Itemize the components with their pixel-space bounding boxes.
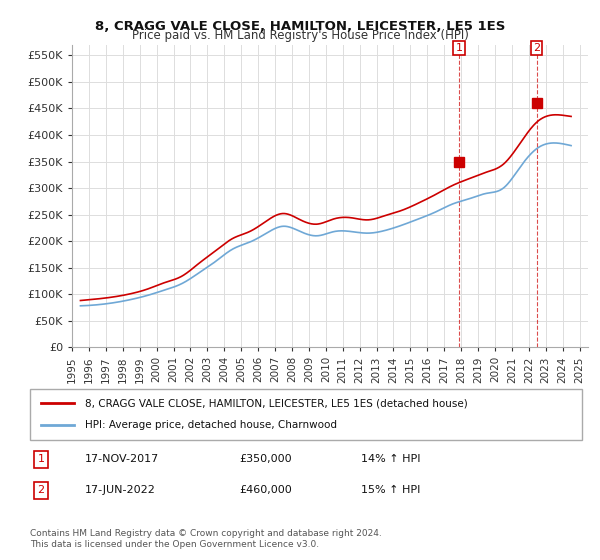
Text: 14% ↑ HPI: 14% ↑ HPI: [361, 454, 421, 464]
Text: 17-JUN-2022: 17-JUN-2022: [85, 486, 156, 495]
Text: 1: 1: [38, 454, 44, 464]
Text: 2: 2: [37, 486, 44, 495]
Text: 1: 1: [455, 43, 463, 53]
Text: £350,000: £350,000: [240, 454, 292, 464]
Text: Contains HM Land Registry data © Crown copyright and database right 2024.
This d: Contains HM Land Registry data © Crown c…: [30, 529, 382, 549]
Text: 8, CRAGG VALE CLOSE, HAMILTON, LEICESTER, LE5 1ES (detached house): 8, CRAGG VALE CLOSE, HAMILTON, LEICESTER…: [85, 398, 468, 408]
FancyBboxPatch shape: [30, 389, 582, 440]
Text: HPI: Average price, detached house, Charnwood: HPI: Average price, detached house, Char…: [85, 421, 337, 431]
Text: 2: 2: [533, 43, 540, 53]
Text: Price paid vs. HM Land Registry's House Price Index (HPI): Price paid vs. HM Land Registry's House …: [131, 29, 469, 42]
Text: 17-NOV-2017: 17-NOV-2017: [85, 454, 160, 464]
Text: 8, CRAGG VALE CLOSE, HAMILTON, LEICESTER, LE5 1ES: 8, CRAGG VALE CLOSE, HAMILTON, LEICESTER…: [95, 20, 505, 32]
Text: £460,000: £460,000: [240, 486, 293, 495]
Text: 15% ↑ HPI: 15% ↑ HPI: [361, 486, 421, 495]
